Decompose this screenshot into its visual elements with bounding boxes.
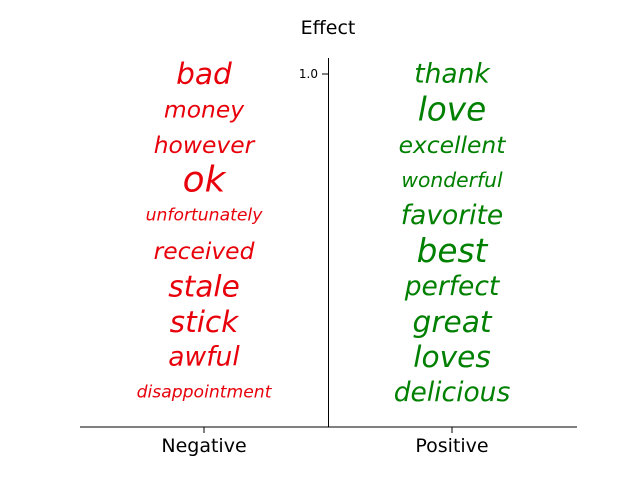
word-positive-5: best: [417, 232, 489, 270]
y-tick-label: 1.0: [299, 67, 318, 81]
word-positive-1: love: [418, 90, 487, 128]
word-positive-7: great: [413, 305, 493, 339]
word-negative-6: stale: [168, 269, 240, 303]
word-negative-4: unfortunately: [146, 206, 264, 226]
word-positive-8: loves: [413, 340, 490, 374]
word-negative-3: ok: [183, 160, 227, 201]
word-negative-1: money: [164, 95, 245, 123]
word-positive-2: excellent: [399, 131, 507, 159]
word-positive-9: delicious: [394, 377, 511, 408]
word-positive-0: thank: [414, 59, 491, 90]
word-negative-2: however: [154, 131, 256, 159]
word-negative-5: received: [154, 237, 255, 265]
word-negative-7: stick: [170, 305, 241, 339]
word-positive-6: perfect: [404, 271, 501, 302]
word-positive-4: favorite: [401, 200, 503, 231]
word-positive-3: wonderful: [401, 168, 503, 192]
word-negative-9: disappointment: [137, 383, 273, 403]
word-negative-0: bad: [176, 57, 232, 91]
chart-title: Effect: [301, 17, 356, 39]
word-negative-8: awful: [168, 342, 240, 373]
x-category-label-negative: Negative: [161, 435, 246, 457]
x-category-label-positive: Positive: [415, 435, 488, 457]
